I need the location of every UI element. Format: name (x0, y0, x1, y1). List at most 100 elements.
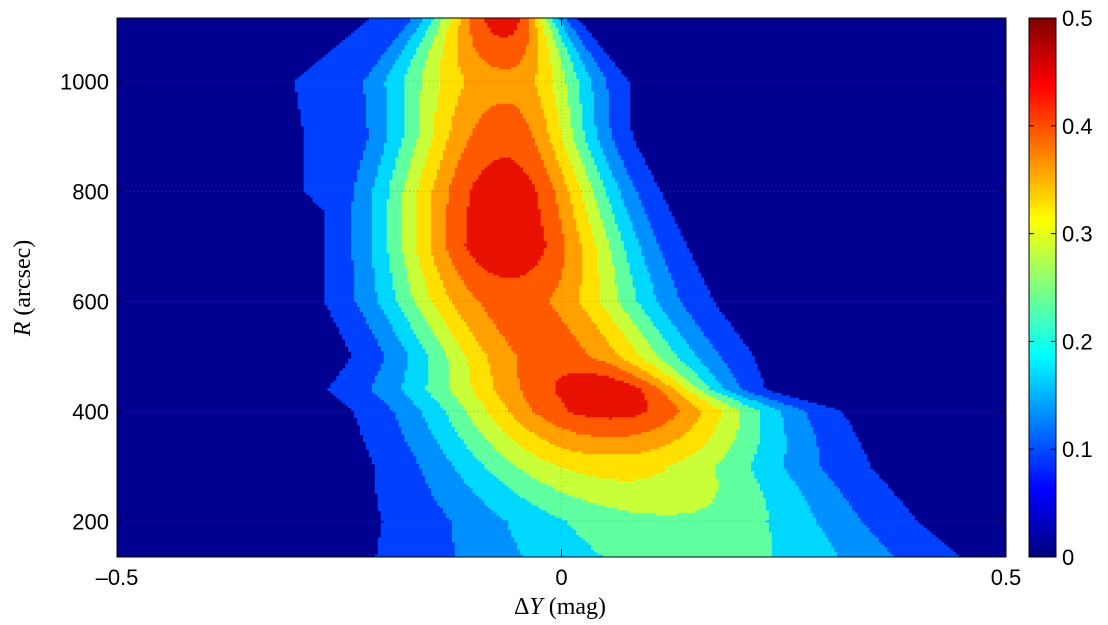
contour-band-cell (549, 59, 563, 63)
contour-band-cell (354, 194, 373, 198)
contour-band-cell (653, 228, 681, 232)
contour-band-cell (552, 485, 720, 489)
contour-band-cell (703, 331, 737, 335)
contour-band-cell (534, 412, 574, 416)
contour-band-cell (582, 537, 773, 541)
contour-band-cell (608, 116, 631, 120)
contour-band-cell (617, 226, 634, 230)
contour-band-cell (407, 441, 438, 445)
contour-band-cell (351, 407, 391, 411)
contour-band-cell (893, 554, 960, 557)
contour-band-cell (386, 76, 406, 80)
contour-band-cell (487, 356, 518, 360)
contour-band-cell (371, 216, 388, 220)
contour-band-cell (466, 142, 536, 146)
contour-band-cell (383, 150, 400, 154)
contour-band-cell (401, 245, 417, 249)
contour-band-cell (697, 356, 723, 360)
contour-band-cell (386, 228, 403, 232)
contour-band-cell (475, 336, 506, 340)
y-axis-label: R (arcsec) (10, 240, 36, 338)
contour-band-cell (626, 370, 649, 374)
contour-band-cell (570, 25, 586, 29)
contour-band-cell (605, 160, 625, 164)
contour-band-cell (419, 98, 438, 102)
contour-band-cell (410, 397, 435, 401)
contour-band-cell (410, 165, 426, 169)
contour-band-cell (828, 537, 880, 541)
contour-band-cell (404, 86, 423, 90)
contour-band-cell (404, 187, 420, 191)
contour-band-cell (386, 123, 406, 127)
contour-band-cell (428, 422, 453, 426)
contour-band-cell (715, 466, 752, 470)
contour-band-cell (549, 140, 566, 144)
contour-band-cell (410, 326, 432, 330)
contour-band-cell (786, 451, 820, 455)
contour-band-cell (520, 111, 545, 115)
contour-band-cell (517, 358, 598, 362)
contour-band-cell (451, 539, 515, 543)
contour-band-cell (425, 348, 444, 352)
contour-band-cell (336, 321, 367, 325)
contour-band-cell (475, 392, 497, 396)
contour-band-cell (365, 108, 388, 112)
contour-band-cell (875, 534, 936, 538)
contour-band-cell (549, 57, 563, 61)
contour-band-cell (448, 22, 462, 26)
contour-band-cell (602, 218, 616, 222)
contour-band-cell (484, 503, 533, 507)
contour-band-cell (573, 214, 589, 218)
contour-band-cell (445, 140, 468, 144)
contour-band-cell (431, 297, 450, 301)
contour-band-cell (712, 434, 737, 438)
contour-band-cell (300, 74, 370, 78)
contour-band-cell (368, 449, 411, 453)
contour-band-cell (416, 223, 432, 227)
contour-band-cell (472, 42, 530, 46)
contour-band-cell (715, 427, 740, 431)
contour-band-cell (638, 191, 663, 195)
contour-band-cell (383, 353, 409, 357)
contour-band-cell (386, 204, 403, 208)
contour-band-cell (478, 341, 509, 345)
contour-band-cell (659, 378, 675, 382)
contour-band-cell (386, 111, 406, 115)
contour-band-cell (404, 314, 423, 318)
contour-band-cell (386, 250, 403, 254)
contour-band-cell (570, 449, 651, 453)
contour-band-cell (303, 184, 355, 188)
contour-band-cell (416, 211, 432, 215)
contour-band-cell (365, 93, 388, 97)
contour-band-cell (499, 397, 527, 401)
contour-band-cell (410, 37, 423, 41)
contour-band-cell (487, 22, 518, 26)
contour-band-cell (588, 49, 604, 53)
contour-band-cell (395, 412, 423, 416)
contour-band-cell (573, 42, 583, 46)
contour-band-cell (487, 314, 560, 318)
contour-band-cell (454, 265, 483, 269)
colorbar-tick-label: 0.1 (1062, 437, 1093, 462)
contour-band-cell (354, 196, 373, 200)
contour-band-cell (440, 446, 468, 450)
contour-band-cell (451, 532, 512, 536)
contour-band-cell (608, 111, 631, 115)
contour-band-cell (416, 245, 432, 249)
contour-band-cell (339, 397, 382, 401)
contour-band-cell (442, 44, 459, 48)
contour-band-cell (351, 356, 385, 360)
contour-band-cell (324, 299, 355, 303)
contour-band-cell (419, 91, 441, 95)
contour-band-cell (558, 49, 569, 53)
contour-band-cell (354, 187, 373, 191)
contour-band-cell (457, 162, 491, 166)
contour-band-cell (357, 179, 376, 183)
contour-band-cell (579, 343, 610, 347)
contour-band-cell (511, 488, 557, 492)
contour-band-cell (469, 196, 539, 200)
contour-band-cell (493, 319, 563, 323)
contour-band-cell (600, 272, 616, 276)
contour-band-cell (401, 218, 417, 222)
contour-band-cell (600, 282, 616, 286)
